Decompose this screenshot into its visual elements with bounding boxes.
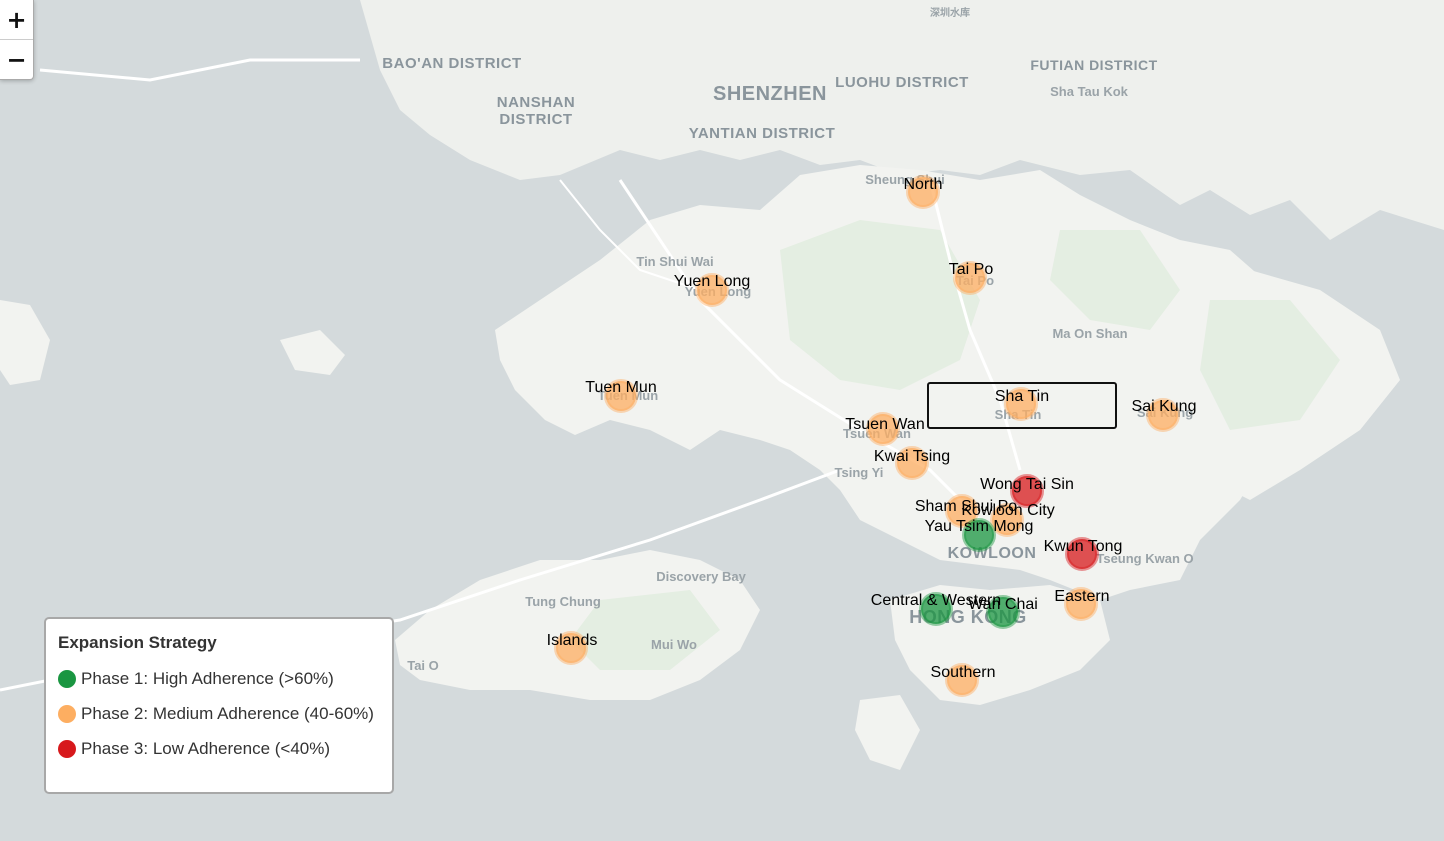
district-label: Yuen Long [674,273,751,290]
district-label: Kowloon City [961,502,1054,519]
land-islet-2 [280,330,345,375]
district-label: Eastern [1054,588,1109,605]
zoom-in-button[interactable]: + [0,0,33,40]
phase2-dot-icon [58,705,76,723]
district-marker[interactable] [953,261,987,295]
place-label: KOWLOON [948,545,1037,562]
place-label: Discovery Bay [656,569,746,584]
legend-label: Phase 1: High Adherence (>60%) [81,669,334,688]
legend-item-phase2: Phase 2: Medium Adherence (40-60%) [58,704,380,724]
district-marker[interactable] [906,175,940,209]
road-2 [928,179,1022,471]
district-marker[interactable] [945,494,979,528]
district-marker[interactable] [1004,387,1038,421]
legend-item-phase1: Phase 1: High Adherence (>60%) [58,669,380,689]
place-label: FUTIAN DISTRICT [1030,57,1157,73]
legend-item-phase3: Phase 3: Low Adherence (<40%) [58,739,380,759]
district-labels: North Tai Po Yuen Long Tuen Mun Sha Tin Sai K… [547,176,1197,681]
district-marker[interactable] [919,592,953,626]
place-label: Tseung Kwan O [1096,551,1193,566]
place-label: DISTRICT [499,111,572,128]
country-park-4 [570,590,720,670]
district-marker[interactable] [895,446,929,480]
district-label: Central & Western [871,592,1001,609]
land-west-islet [0,300,50,385]
district-marker[interactable] [1064,587,1098,621]
district-label: Southern [931,664,996,681]
place-label: SHENZHEN [713,83,827,105]
land-lamma [855,695,920,770]
place-label: Sha Tau Kok [1050,84,1129,99]
district-label: North [903,176,942,193]
district-markers [554,175,1180,697]
district-marker[interactable] [695,273,729,307]
legend: Expansion Strategy Phase 1: High Adheren… [44,617,394,794]
district-marker[interactable] [1010,474,1044,508]
zoom-control: + − [0,0,34,80]
legend-title: Expansion Strategy [58,633,217,652]
district-label: Tai Po [949,261,994,278]
district-marker[interactable] [554,631,588,665]
place-label: Mui Wo [651,637,697,652]
country-park-3 [1200,300,1340,430]
district-label: Wan Chai [968,596,1038,613]
land-shenzhen [360,0,1444,240]
district-label: Tsuen Wan [845,416,924,433]
district-label: Wong Tai Sin [980,476,1074,493]
place-label: Tsing Yi [835,465,884,480]
district-marker[interactable] [604,379,638,413]
phase1-dot-icon [58,670,76,688]
district-label: Kwai Tsing [874,448,950,465]
place-label: NANSHAN [497,94,576,111]
district-label: Sai Kung [1132,398,1197,415]
district-label: Islands [547,632,598,649]
road-1 [618,179,982,522]
district-marker[interactable] [990,503,1024,537]
district-label: Sham Shui Po [915,498,1017,515]
district-marker[interactable] [1065,537,1099,571]
selection-rectangle[interactable] [927,382,1117,429]
place-label: Tung Chung [525,594,601,609]
place-label: 深圳水库 [930,6,970,19]
district-marker[interactable] [1146,398,1180,432]
place-label: LUOHU DISTRICT [835,74,969,91]
zoom-out-button[interactable]: − [6,45,27,74]
country-park-2 [1050,230,1180,330]
place-label: YANTIAN DISTRICT [689,125,836,142]
district-label: Yau Tsim Mong [925,518,1034,535]
legend-label: Phase 2: Medium Adherence (40-60%) [81,704,374,723]
phase3-dot-icon [58,740,76,758]
district-marker[interactable] [945,663,979,697]
road-5 [559,179,701,291]
country-park-1 [780,220,980,390]
district-marker[interactable] [986,595,1020,629]
district-marker[interactable] [962,518,996,552]
place-label: Tai O [407,658,439,673]
road-4 [39,58,360,82]
place-label: BAO'AN DISTRICT [382,55,521,72]
district-label: Sha Tin [995,388,1049,405]
district-label: Tuen Mun [585,379,656,396]
district-label: Kwun Tong [1044,538,1123,555]
place-label: Tin Shui Wai [636,254,713,269]
place-label: Ma On Shan [1052,326,1127,341]
legend-label: Phase 3: Low Adherence (<40%) [81,739,331,758]
district-marker[interactable] [866,412,900,446]
